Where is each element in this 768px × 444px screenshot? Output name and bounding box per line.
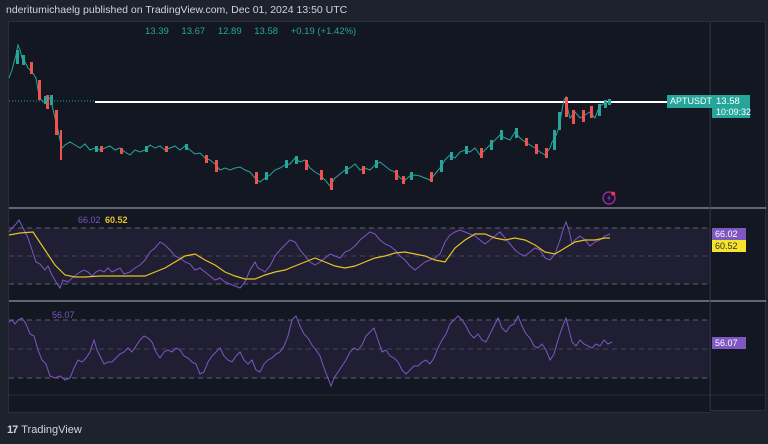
publisher-header: nderitumichaelg published on TradingView… <box>6 4 348 16</box>
last-price-label: 13.58 10:09:32 <box>712 95 752 118</box>
last-price-value: 13.58 <box>716 96 740 107</box>
rsi2-line <box>8 314 613 388</box>
rsi1-ma-line <box>8 231 610 280</box>
symbol-label: APTUSDT <box>667 95 716 108</box>
tradingview-logo-icon: 17 <box>7 424 18 436</box>
tradingview-logo[interactable]: 17 TradingView <box>7 424 82 436</box>
rsi2-band <box>9 320 710 378</box>
up-candles <box>16 50 611 180</box>
ohlc-low: 12.89 <box>217 26 242 37</box>
rsi2-axis-value: 56.07 <box>712 337 746 349</box>
tradingview-logo-text: TradingView <box>21 424 82 436</box>
ohlc-change: +0.19 (+1.42%) <box>290 26 357 37</box>
ohlc-close: 13.58 <box>254 26 279 37</box>
down-candles <box>30 62 593 190</box>
rsi1-axis-value: 66.02 <box>712 228 746 240</box>
rsi1-legend-value: 66.02 <box>78 215 101 225</box>
candlesticks <box>8 43 611 187</box>
ohlc-high: 13.67 <box>181 26 206 37</box>
rsi1-band <box>9 228 710 284</box>
ohlc-legend: 13.39 13.67 12.89 13.58 +0.19 (+1.42%) <box>145 26 366 37</box>
rsi1-axis-ma-value: 60.52 <box>712 240 746 252</box>
bar-countdown: 10:09:32 <box>716 107 752 117</box>
rsi2-legend-value: 56.07 <box>52 310 75 320</box>
rsi1-legend-ma-value: 60.52 <box>105 215 128 225</box>
lightning-alert-icon[interactable] <box>602 191 616 205</box>
ohlc-open: 13.39 <box>145 26 169 37</box>
rsi1-line <box>8 219 611 290</box>
